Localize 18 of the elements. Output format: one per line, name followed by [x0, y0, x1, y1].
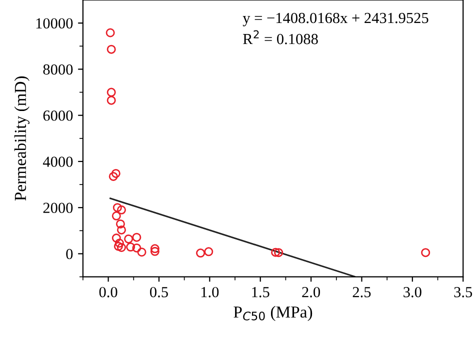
x-tick-label: 1.5: [252, 287, 270, 298]
y-tick-label: 8000: [43, 64, 73, 75]
y-tick-label: 0: [66, 248, 73, 260]
y-axis-title: Permeability (mD): [14, 76, 30, 201]
x-tick-label: 1.0: [201, 286, 219, 298]
y-tick-label: 2000: [43, 202, 73, 214]
x-tick-label: 0.0: [99, 286, 118, 298]
x-tick-label: 2.0: [302, 286, 320, 298]
annotation: y = −1408.0168x + 2431.9525: [242, 12, 428, 26]
y-tick-label: 6000: [43, 110, 73, 121]
annotation: R$^{2}$ = 0.1088: [243, 30, 318, 44]
y-tick-label: 10000: [36, 18, 73, 29]
x-tick-label: 3.5: [454, 287, 472, 298]
x-tick-label: 3.0: [404, 286, 422, 298]
x-tick-label: 2.5: [352, 287, 371, 298]
x-axis-title: P$_{C50}$ (MPa): [234, 306, 312, 322]
y-tick-label: 4000: [42, 156, 73, 167]
x-tick-label: 0.5: [150, 286, 168, 298]
